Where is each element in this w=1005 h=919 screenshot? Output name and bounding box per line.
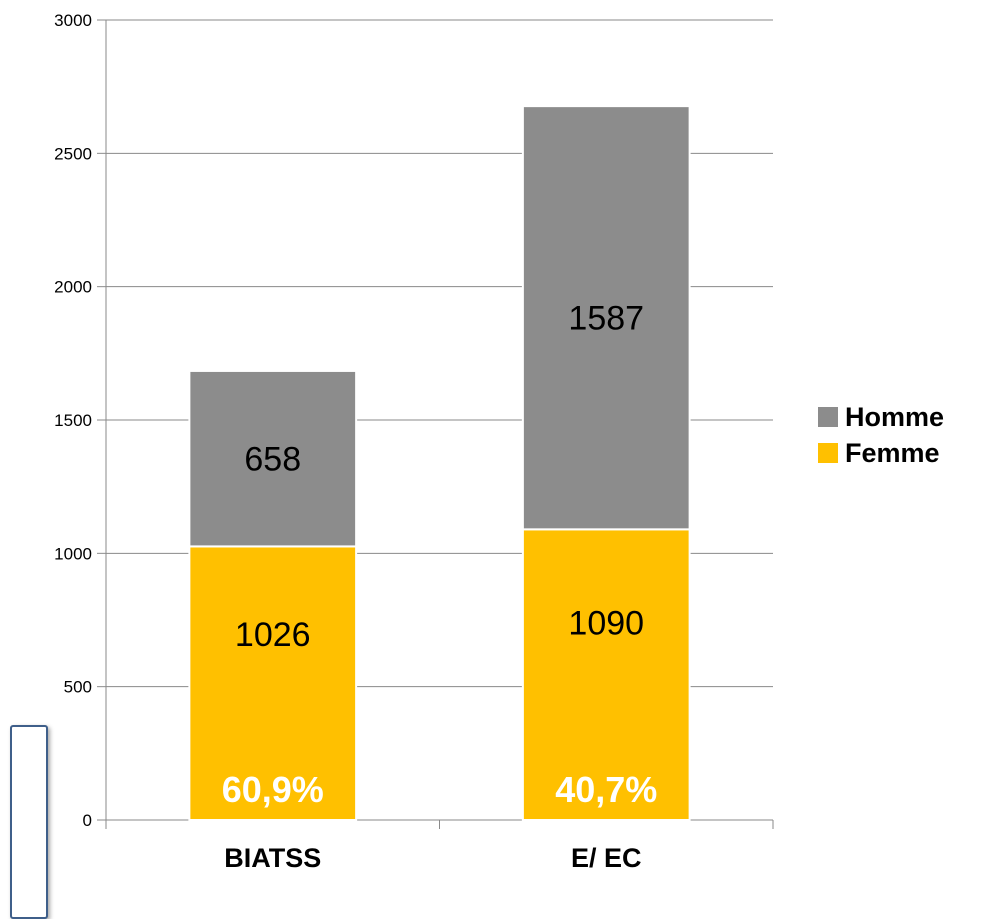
bar-femme-2 [521,528,691,821]
y-tick-label: 3000 [54,11,92,30]
percent-label: 60,9% [222,769,324,810]
legend-item-homme: Homme [818,402,944,432]
legend-swatch-homme [818,407,838,427]
data-label: 1026 [235,616,311,654]
x-category-label: E/ EC [571,843,642,873]
data-label: 1090 [568,604,644,642]
bar-homme-2 [521,105,691,531]
y-tick-label: 1500 [54,411,92,430]
percent-label: 40,7% [555,769,657,810]
y-tick-label: 0 [83,811,92,830]
stacked-bar-chart: 0 500 1000 1500 2000 2500 3000 1026 60,9% 658 BIAT… [54,11,774,873]
bar-homme-1 [188,369,358,548]
legend-label-homme: Homme [845,401,945,432]
data-label: 658 [244,441,301,479]
legend-label-femme: Femme [845,437,940,468]
legend-item-femme: Femme [818,438,944,468]
y-tick-label: 1000 [54,544,92,563]
y-tick-label: 2000 [54,278,92,297]
legend: Homme Femme [818,402,944,474]
y-tick-label: 2500 [54,144,92,163]
x-category-label: BIATSS [224,843,321,873]
data-label: 1587 [568,300,644,338]
legend-swatch-femme [818,443,838,463]
y-tick-label: 500 [64,678,92,697]
